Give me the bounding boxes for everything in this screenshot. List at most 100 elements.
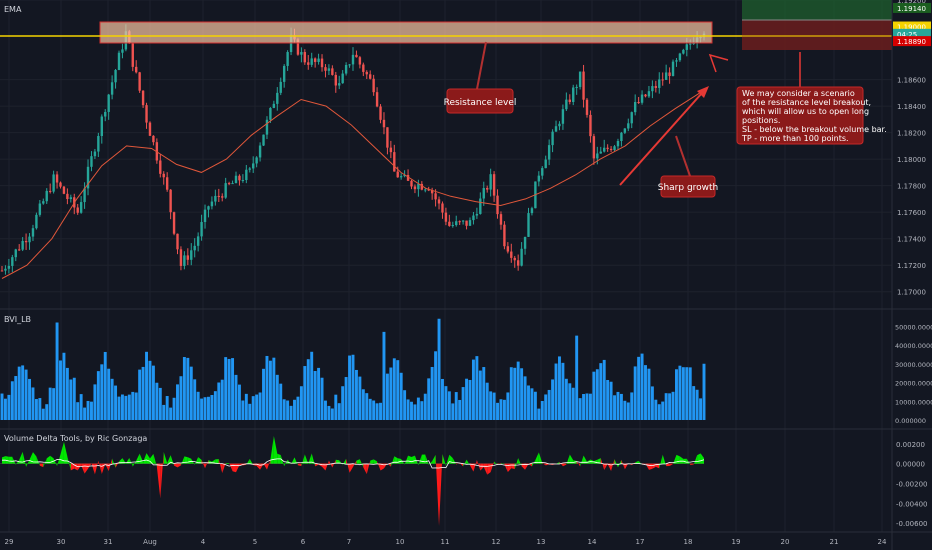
candle-body <box>313 58 317 62</box>
volume-bar <box>523 376 527 420</box>
delta-segment <box>198 457 202 464</box>
volume-bar <box>458 399 462 420</box>
delta-segment <box>218 459 223 474</box>
candle-body <box>69 197 73 200</box>
candle-body <box>603 147 606 152</box>
volume-bar <box>640 353 644 420</box>
volume-bar <box>79 394 83 420</box>
candle-body <box>300 52 303 55</box>
target-zone[interactable] <box>742 0 892 20</box>
volume-bar <box>688 367 692 420</box>
delta-segment <box>60 441 64 464</box>
time-tick-label: 10 <box>396 538 405 546</box>
volume-bar <box>193 379 197 420</box>
delta-segment <box>525 463 529 470</box>
price-tick-label: 1.18200 <box>897 130 926 138</box>
candle-body <box>678 53 682 61</box>
volume-bar <box>513 367 517 420</box>
delta-segment <box>225 462 230 464</box>
volume-bar <box>392 358 396 420</box>
volume-bar <box>568 383 572 420</box>
volume-bar <box>148 360 152 420</box>
delta-segment <box>177 463 181 468</box>
delta-segment <box>456 462 460 465</box>
candle-body <box>417 183 420 190</box>
volume-bar <box>62 352 66 420</box>
sharp-growth-arrow[interactable] <box>619 86 709 186</box>
volume-bar <box>423 393 427 420</box>
price-tick-label: 1.17600 <box>897 209 926 217</box>
volume-bar <box>48 387 52 420</box>
candle-body <box>465 220 468 226</box>
scenario-callout[interactable]: We may consider a scenario of the resista… <box>736 86 887 145</box>
volume-bar <box>654 399 658 420</box>
candle-body <box>551 131 554 146</box>
candle-body <box>461 220 465 222</box>
candle-body <box>541 168 544 176</box>
candle-body <box>658 79 661 88</box>
volume-bar <box>389 367 393 420</box>
volume-axis: 50000.000000 40000.000000 30000.000000 2000… <box>895 323 932 425</box>
delta-segment <box>380 463 384 471</box>
volume-bar <box>375 403 379 420</box>
price-label-text: 1.19140 <box>897 5 926 13</box>
volume-bar <box>86 400 90 420</box>
resistance-zone[interactable] <box>99 21 713 44</box>
delta-segment <box>690 463 694 465</box>
volume-bar <box>444 386 448 420</box>
candle-body <box>248 168 251 170</box>
delta-segment <box>297 463 302 467</box>
delta-segment <box>53 458 58 467</box>
delta-segment <box>129 457 133 467</box>
delta-segment <box>373 459 378 464</box>
delta-segment <box>611 459 615 471</box>
volume-bar <box>100 364 104 420</box>
candle-body <box>355 54 358 58</box>
volume-bar <box>379 402 382 420</box>
delta-segment <box>284 459 288 467</box>
candle-body <box>627 123 630 129</box>
volume-bar <box>189 366 193 420</box>
volume-bar <box>520 368 524 420</box>
sharp-growth-callout[interactable]: Sharp growth <box>658 175 719 198</box>
candle-body <box>172 212 176 234</box>
volume-bar <box>499 399 503 420</box>
stop-zone[interactable] <box>742 20 892 50</box>
delta-segment <box>463 459 467 467</box>
candle-body <box>596 153 599 159</box>
volume-bar <box>34 399 38 420</box>
candle-body <box>599 151 602 154</box>
candle-body <box>623 128 627 133</box>
volume-bar <box>96 371 100 420</box>
candle-body <box>121 49 124 53</box>
volume-bar <box>45 404 49 420</box>
volume-bar <box>396 360 400 420</box>
volume-bar <box>52 388 56 420</box>
candle-body <box>159 160 162 174</box>
price-tick-label: 1.19200 <box>897 0 926 5</box>
delta-segment <box>273 435 278 464</box>
candle-body <box>375 92 379 107</box>
volume-bar <box>485 382 489 420</box>
candle-body <box>455 221 458 226</box>
candle-body <box>269 107 272 120</box>
delta-segment <box>404 455 409 465</box>
volume-bar <box>38 398 42 420</box>
delta-segment <box>263 463 267 470</box>
delta-segment <box>442 454 446 466</box>
volume-bar <box>114 385 118 420</box>
candle-body <box>0 270 4 272</box>
volume-tick-label: 10000.000000 <box>895 398 932 406</box>
volume-bar <box>478 370 482 420</box>
candle-body <box>372 78 375 93</box>
candle-body <box>441 203 444 213</box>
price-tick-label: 1.18400 <box>897 103 926 111</box>
breakout-arrow[interactable] <box>708 53 729 73</box>
resistance-callout[interactable]: Resistance level <box>444 88 517 114</box>
volume-bar <box>410 401 413 420</box>
volume-bar <box>530 388 534 420</box>
candle-body <box>193 245 196 251</box>
candle-body <box>516 260 520 266</box>
price-pane <box>0 24 706 279</box>
candle-body <box>448 221 451 226</box>
